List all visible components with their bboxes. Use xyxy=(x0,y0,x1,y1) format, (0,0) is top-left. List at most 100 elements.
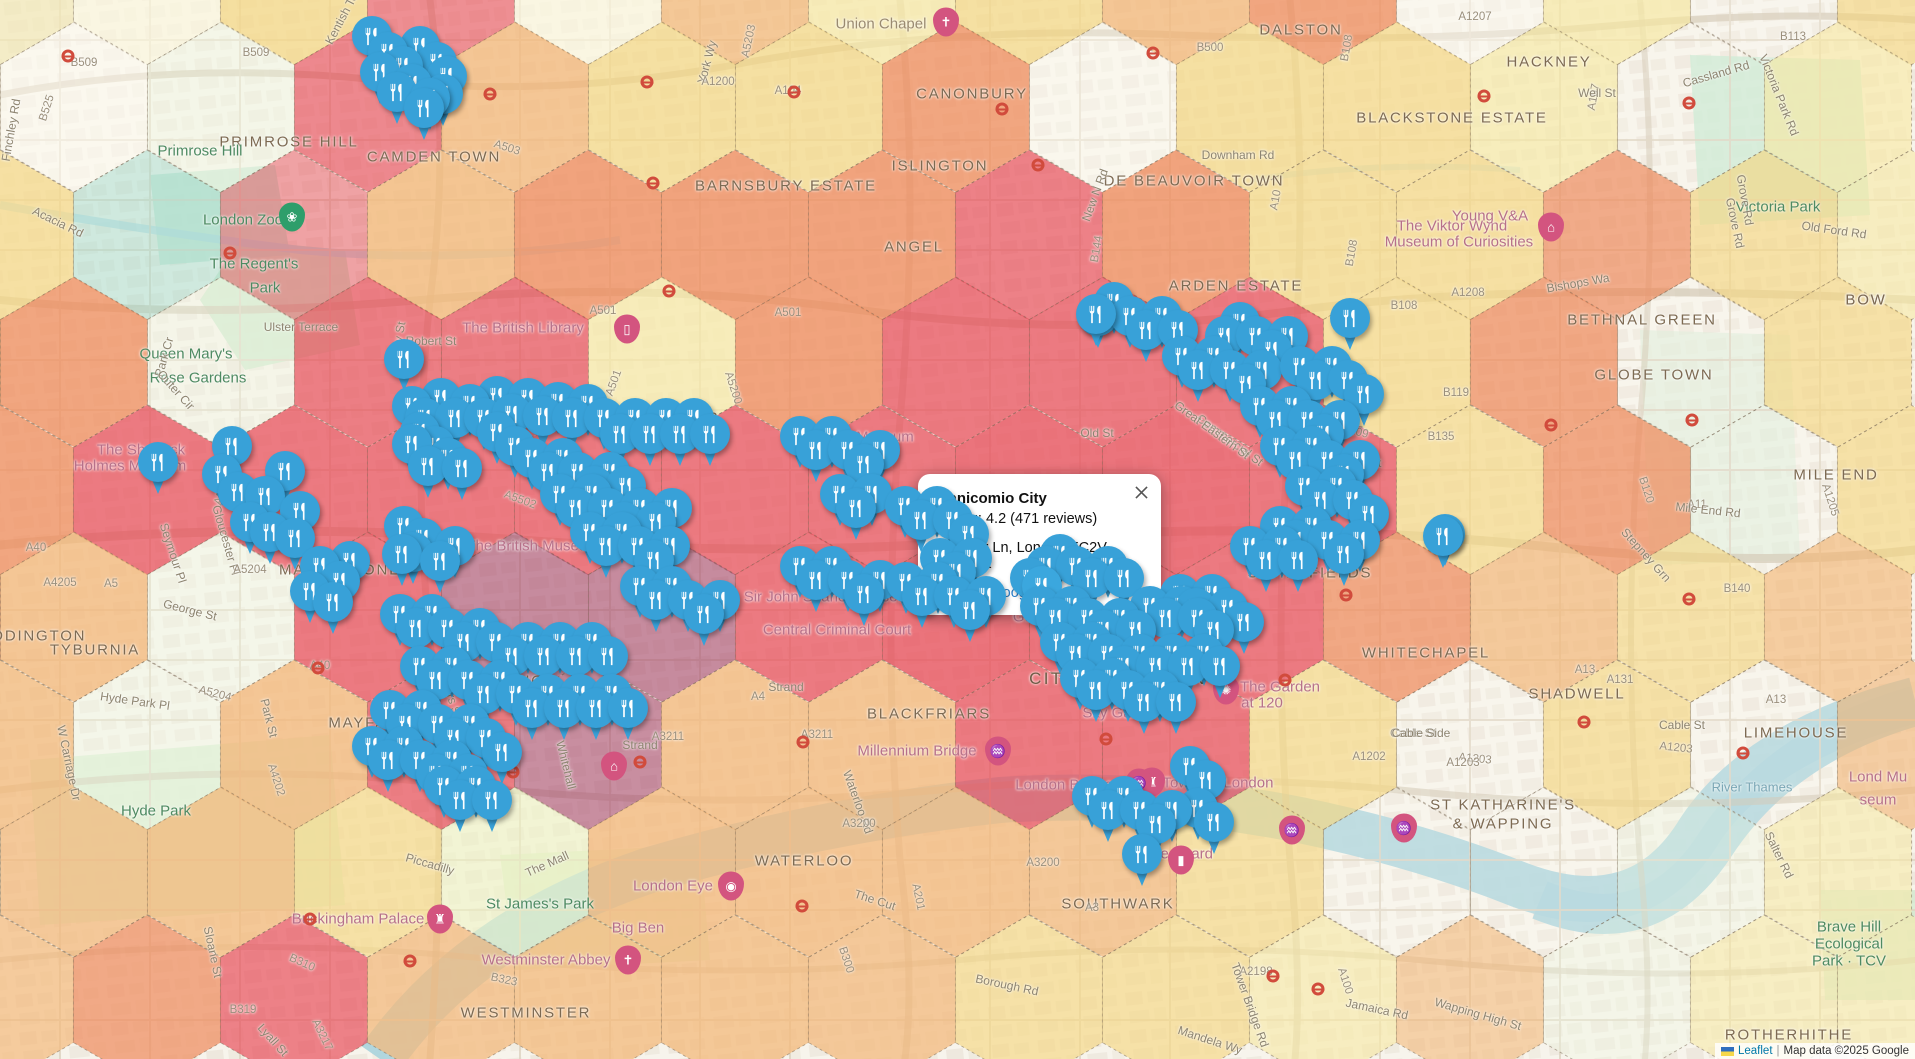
restaurant-fork-knife-icon-glyph xyxy=(525,699,537,717)
restaurant-marker[interactable] xyxy=(472,780,512,834)
paw-print-icon: ❀ xyxy=(279,202,305,232)
library-book-icon-glyph: ▯ xyxy=(614,314,640,344)
restaurant-fork-knife-icon xyxy=(280,491,320,531)
restaurant-fork-knife-icon-glyph xyxy=(809,571,821,589)
tube-roundel-glyph xyxy=(303,912,317,926)
tube-station-icon xyxy=(1099,732,1113,746)
restaurant-fork-knife-icon-glyph xyxy=(1207,813,1219,831)
bridge-icon: ♒ xyxy=(1279,815,1305,845)
tube-roundel-glyph xyxy=(1682,592,1696,606)
restaurant-marker[interactable] xyxy=(1156,682,1196,736)
restaurant-fork-knife-icon xyxy=(275,518,315,558)
restaurant-fork-knife-icon-glyph xyxy=(258,487,270,505)
restaurant-fork-knife-icon-glyph xyxy=(809,441,821,459)
restaurant-fork-knife-icon-glyph xyxy=(381,751,393,769)
restaurant-marker[interactable] xyxy=(950,590,990,644)
restaurant-fork-knife-icon-glyph xyxy=(557,699,569,717)
restaurant-fork-knife-icon-glyph xyxy=(1237,613,1249,631)
restaurant-fork-knife-icon-glyph xyxy=(849,499,861,517)
tube-station-icon xyxy=(1577,715,1591,729)
tube-station-icon xyxy=(1682,96,1696,110)
tube-roundel-glyph xyxy=(1099,732,1113,746)
museum-building-icon-glyph: ⌂ xyxy=(1538,212,1564,242)
close-icon[interactable] xyxy=(1132,483,1150,501)
restaurant-marker[interactable] xyxy=(313,582,353,636)
restaurant-fork-knife-icon-glyph xyxy=(1159,609,1171,627)
restaurant-marker[interactable] xyxy=(690,414,730,468)
restaurant-fork-knife-icon xyxy=(138,442,178,482)
restaurant-fork-knife-icon xyxy=(1122,834,1162,874)
restaurant-fork-knife-icon-glyph xyxy=(1337,545,1349,563)
tube-roundel-glyph xyxy=(1146,46,1160,60)
restaurant-fork-knife-icon xyxy=(844,574,884,614)
restaurant-fork-knife-icon-glyph xyxy=(1343,309,1355,327)
marker-body xyxy=(442,448,482,488)
museum-building-icon-glyph: ⌂ xyxy=(601,751,627,781)
restaurant-fork-knife-icon-glyph xyxy=(453,791,465,809)
restaurant-marker[interactable] xyxy=(1122,834,1162,888)
restaurant-fork-knife-icon xyxy=(313,582,353,622)
restaurant-fork-knife-icon-glyph xyxy=(231,483,243,501)
restaurant-marker[interactable] xyxy=(408,446,448,500)
tube-roundel-glyph xyxy=(483,87,497,101)
restaurant-fork-knife-icon-glyph xyxy=(643,425,655,443)
tube-station-icon xyxy=(483,87,497,101)
restaurant-fork-knife-icon-glyph xyxy=(673,425,685,443)
tube-roundel-glyph xyxy=(1577,715,1591,729)
restaurant-fork-knife-icon-glyph xyxy=(536,407,548,425)
restaurant-fork-knife-icon-glyph xyxy=(405,435,417,453)
restaurant-fork-knife-icon-glyph xyxy=(565,409,577,427)
restaurant-marker[interactable] xyxy=(1330,298,1370,352)
marker-body xyxy=(404,88,444,128)
bridge-icon-glyph: ♒ xyxy=(1391,813,1417,843)
restaurant-marker[interactable] xyxy=(684,594,724,648)
restaurant-marker[interactable] xyxy=(1194,802,1234,856)
tube-roundel-glyph xyxy=(1477,89,1491,103)
restaurant-fork-knife-icon xyxy=(250,512,290,552)
restaurant-marker[interactable] xyxy=(836,488,876,542)
leaflet-link[interactable]: Leaflet xyxy=(1737,1045,1773,1057)
church-cross-icon: ✝ xyxy=(615,945,641,975)
restaurant-marker[interactable] xyxy=(382,534,422,588)
paw-print-icon-glyph: ❀ xyxy=(279,202,305,232)
restaurant-marker[interactable] xyxy=(1324,534,1364,588)
tube-station-icon xyxy=(633,755,647,769)
map-attribution[interactable]: Leaflet | Map data ©2025 Google xyxy=(1714,1043,1915,1059)
restaurant-marker[interactable] xyxy=(420,541,460,595)
restaurant-marker[interactable] xyxy=(608,688,648,742)
restaurant-fork-knife-icon-glyph xyxy=(1291,551,1303,569)
restaurant-marker[interactable] xyxy=(844,574,884,628)
tube-station-icon xyxy=(311,661,325,675)
tube-station-icon xyxy=(1477,89,1491,103)
tube-station-icon xyxy=(787,85,801,99)
restaurant-marker[interactable] xyxy=(1200,646,1240,700)
marker-body xyxy=(138,442,178,482)
restaurant-fork-knife-icon-glyph xyxy=(1135,845,1147,863)
tube-roundel-glyph xyxy=(1544,418,1558,432)
restaurant-marker[interactable] xyxy=(138,442,178,496)
restaurant-fork-knife-icon xyxy=(950,590,990,630)
restaurant-marker[interactable] xyxy=(442,448,482,502)
restaurant-marker[interactable] xyxy=(1278,540,1318,594)
restaurant-fork-knife-icon-glyph xyxy=(569,647,581,665)
restaurant-fork-knife-icon-glyph xyxy=(151,453,163,471)
restaurant-fork-knife-icon-glyph xyxy=(421,457,433,475)
restaurant-marker[interactable] xyxy=(404,88,444,142)
restaurant-marker[interactable] xyxy=(1423,516,1463,570)
tube-station-icon xyxy=(1685,413,1699,427)
marker-body xyxy=(313,582,353,622)
restaurant-fork-knife-icon xyxy=(588,636,628,676)
tube-station-icon xyxy=(303,912,317,926)
tube-station-icon xyxy=(403,954,417,968)
tube-roundel-glyph xyxy=(640,75,654,89)
castle-icon: ♜ xyxy=(427,904,453,934)
museum-building-icon: ⌂ xyxy=(601,751,627,781)
restaurant-fork-knife-icon xyxy=(420,541,460,581)
restaurant-fork-knife-icon-glyph xyxy=(409,619,421,637)
tube-roundel-glyph xyxy=(1031,158,1045,172)
restaurant-marker[interactable] xyxy=(1076,294,1116,348)
restaurant-fork-knife-icon-glyph xyxy=(397,350,409,368)
restaurant-marker[interactable] xyxy=(384,339,424,393)
